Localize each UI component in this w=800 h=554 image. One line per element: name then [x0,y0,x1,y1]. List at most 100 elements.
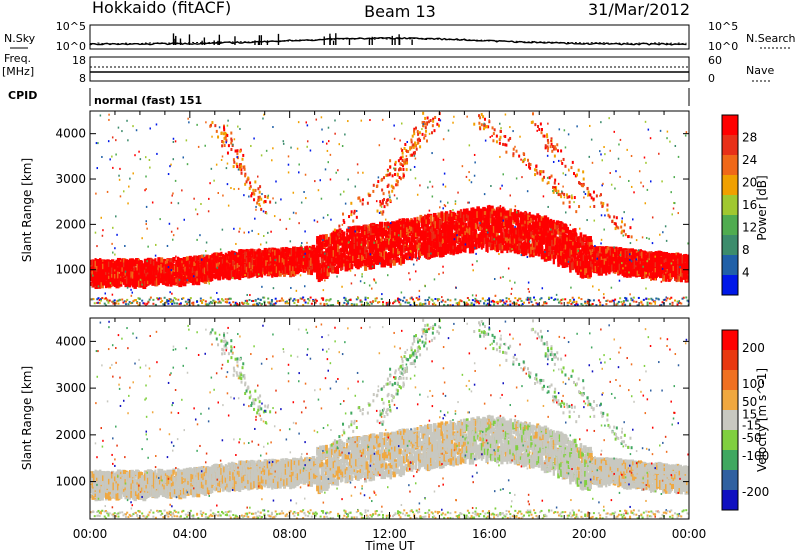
power-cell [122,274,126,282]
power-cell [119,277,123,282]
power-cell [323,252,326,261]
power-cell [148,278,152,285]
power-cell [176,258,180,263]
power-cell [116,271,120,279]
power-cell [593,246,596,252]
power-cell [447,216,451,221]
power-cell [374,239,377,248]
power-cell [609,253,613,261]
power-cell [603,263,607,269]
power-cell [140,279,144,286]
power-cell [169,275,172,284]
power-cell [470,237,473,243]
power-cell [92,280,96,285]
power-cell [477,208,482,216]
power-cell [617,268,621,275]
power-cell [593,264,596,269]
power-cell [208,255,211,259]
power-cell [537,215,541,222]
power-cell [588,251,592,257]
power-cell [522,241,526,249]
power-cell [428,238,432,246]
power-cell [97,274,101,282]
power-cell [121,264,124,268]
power-cell [190,271,193,277]
cpid-label: CPID [8,89,37,102]
nsearch-line [89,37,687,45]
power-cell [561,248,565,256]
power-cell [555,225,560,229]
power-cell [272,255,276,259]
power-cell [509,216,512,221]
power-cell [293,257,296,264]
power-cell [323,267,326,274]
power-cell [435,236,439,245]
power-cell [611,247,614,253]
power-cell [377,243,381,249]
power-cell [152,278,156,286]
power-cell [316,273,319,280]
power-cell [389,222,392,228]
power-cell [217,260,220,267]
power-cell [603,249,606,257]
power-cell [506,237,510,244]
power-cell [504,228,507,232]
power-cell [299,262,303,269]
power-cell [477,216,481,222]
nave-tick-top: 60 [708,54,722,67]
power-cell [103,260,106,266]
power-cell [465,208,469,213]
power-cell [107,267,111,273]
cpid-text: normal (fast) 151 [94,94,202,107]
power-cell [461,246,465,250]
power-cell [513,248,518,254]
power-cell [94,281,98,285]
power-cell [103,279,106,285]
power-cell [107,261,111,269]
power-cell [554,237,558,245]
power-cell [305,262,308,267]
power-cell [614,248,617,253]
power-cell [420,217,424,223]
power-cell [422,248,426,254]
power-cell [214,263,218,269]
power-cell [608,266,611,275]
power-cell [524,248,528,256]
power-cell [308,257,312,262]
power-cell [501,208,506,214]
power-cell [414,222,418,231]
power-cell [332,261,337,266]
power-cell [377,250,381,256]
power-cell [438,221,442,229]
power-cell [370,256,373,263]
power-cell [119,262,123,266]
power-cell [510,224,514,232]
power-cell [187,269,190,273]
power-cell [238,266,242,270]
power-cell [322,268,325,273]
power-cell [307,249,310,253]
power-cell [304,256,308,265]
power-cell [191,267,195,273]
power-cell [341,245,345,252]
power-cell [223,255,227,261]
power-cell [91,259,94,267]
power-cell [440,218,443,225]
power-cell [196,277,200,282]
power-cell [130,266,133,270]
power-cell [404,255,407,260]
power-cell [220,269,223,277]
power-cell [157,279,160,286]
power-cell [446,247,450,254]
power-cell [552,257,555,265]
power-cell [513,230,516,239]
power-cell [271,254,274,262]
power-cell [370,260,373,266]
power-cell [110,261,114,267]
power-cell [423,214,427,220]
power-cell [488,214,491,219]
power-cell [615,248,618,255]
power-cell [576,255,581,259]
power-cell [229,264,232,270]
power-cell [278,255,282,263]
